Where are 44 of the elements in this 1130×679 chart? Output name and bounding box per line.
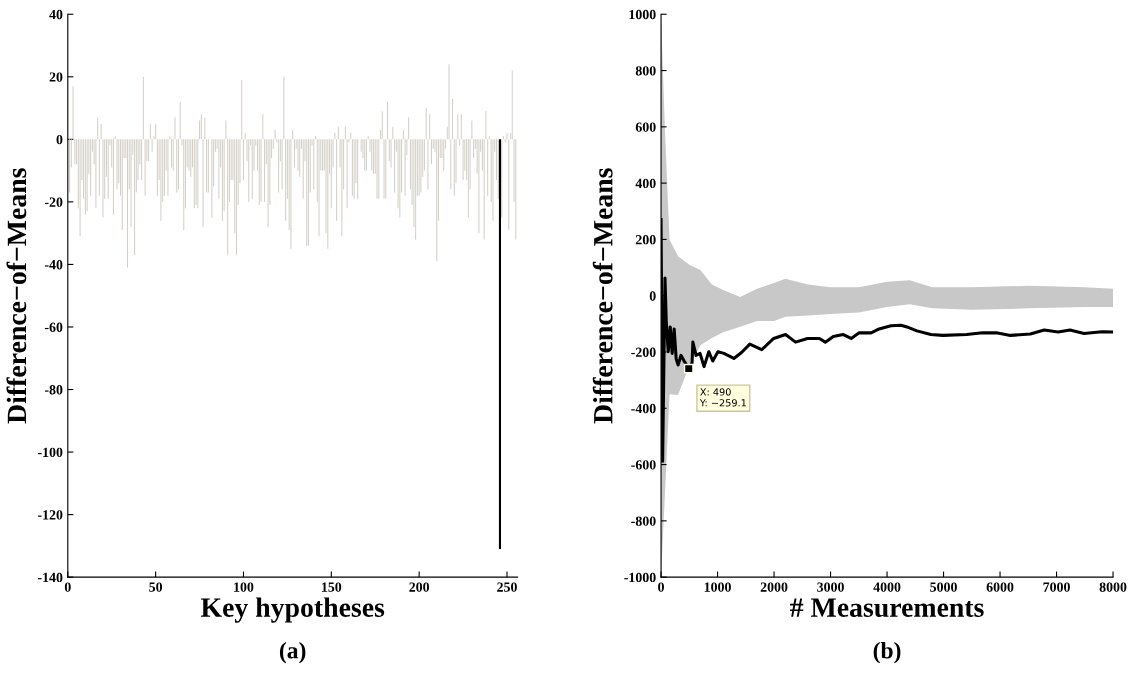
x-tick-label: 4000 <box>873 582 901 592</box>
y-tick-label: -1000 <box>624 572 656 583</box>
y-tick-label: -60 <box>44 322 63 332</box>
y-tick-label: -400 <box>631 403 656 414</box>
annotation: X: 490 Y: −259.1 <box>699 388 746 407</box>
x-tick-label: 2000 <box>760 582 788 592</box>
x-tick-label: 200 <box>409 582 430 592</box>
y-tick-label: 200 <box>635 235 656 245</box>
x-axis-title: Key hypotheses <box>200 597 385 623</box>
text: (a) <box>279 641 306 664</box>
y-tick-label: -80 <box>44 385 63 395</box>
x-tick-label: 50 <box>149 582 163 592</box>
y-tick-label: -20 <box>44 197 63 207</box>
x-tick-label: 3000 <box>817 582 844 592</box>
x-tick-label: 100 <box>234 582 254 592</box>
x-tick-label: 0 <box>658 582 664 592</box>
bar <box>498 139 502 550</box>
y-tick-label: 400 <box>635 178 656 189</box>
y-tick-label: 40 <box>49 9 63 20</box>
x-tick-label: 0 <box>64 582 71 592</box>
x-tick-label: 150 <box>322 582 342 592</box>
y-tick-label: -140 <box>37 572 63 583</box>
y-axis-title: Difference−of−Means <box>592 168 613 424</box>
y-tick-label: 0 <box>649 291 656 301</box>
y-tick-label: -800 <box>631 516 656 526</box>
x-tick-label: 1000 <box>704 582 731 592</box>
x-axis-title: # Measurements <box>790 598 984 617</box>
text: (b) <box>873 641 901 664</box>
y-tick-label: 1000 <box>629 9 656 20</box>
y-tick-label: -40 <box>44 260 63 270</box>
x-tick-label: 7000 <box>1043 582 1070 592</box>
y-tick-label: 600 <box>635 122 656 132</box>
y-tick-label: -100 <box>37 447 63 458</box>
y-tick-label: -200 <box>631 347 656 357</box>
x-tick-label: 8000 <box>1099 582 1127 592</box>
x-tick-label: 5000 <box>930 582 957 592</box>
y-tick-label: -120 <box>37 510 63 520</box>
y-tick-label: 0 <box>56 134 63 145</box>
y-axis-title: Difference−of−Means <box>6 168 27 424</box>
x-tick-label: 250 <box>497 582 517 592</box>
y-tick-label: -600 <box>631 460 656 470</box>
y-tick-label: 800 <box>635 66 656 76</box>
y-tick-label: 20 <box>49 72 63 82</box>
x-tick-label: 6000 <box>986 582 1014 592</box>
